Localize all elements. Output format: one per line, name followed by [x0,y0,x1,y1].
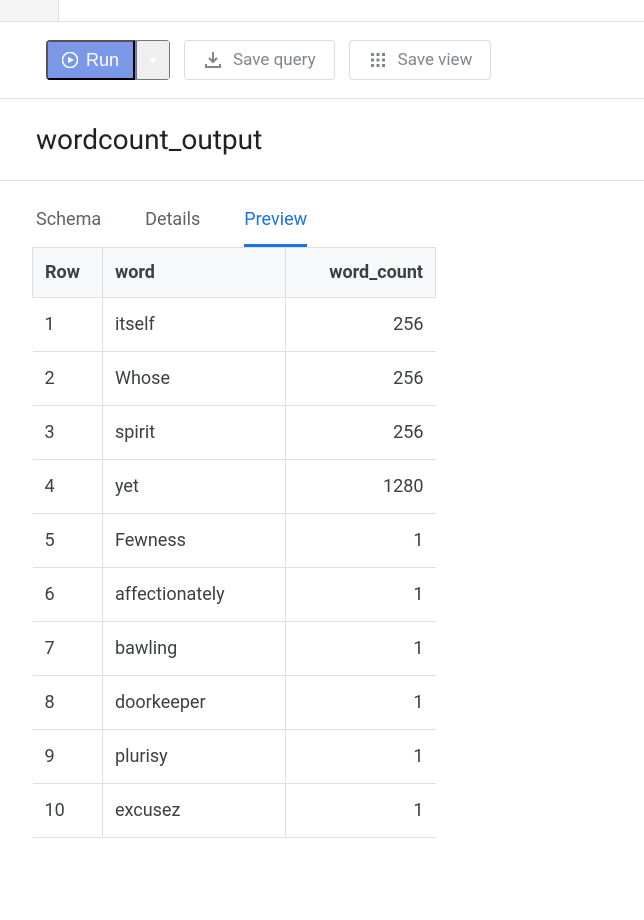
play-icon [62,52,78,68]
table-row: 3spirit256 [33,406,436,460]
page-title: wordcount_output [0,99,644,181]
cell-word-count: 1 [286,676,436,730]
table-body: 1itself2562Whose2563spirit2564yet12805Fe… [33,298,436,838]
table-row: 4yet1280 [33,460,436,514]
run-button-label: Run [86,50,119,71]
cell-row: 10 [33,784,103,838]
save-view-label: Save view [398,50,473,70]
cell-word: itself [103,298,286,352]
cell-word: plurisy [103,730,286,784]
cell-row: 6 [33,568,103,622]
cell-word-count: 256 [286,406,436,460]
cell-row: 1 [33,298,103,352]
cell-row: 5 [33,514,103,568]
table-row: 10excusez1 [33,784,436,838]
tab-preview[interactable]: Preview [244,209,307,247]
cell-word-count: 1 [286,730,436,784]
cell-word: Whose [103,352,286,406]
run-button-group: Run [46,40,170,80]
caret-down-icon [147,54,159,66]
table-row: 6affectionately1 [33,568,436,622]
run-button[interactable]: Run [46,40,135,80]
cell-row: 9 [33,730,103,784]
save-view-button[interactable]: Save view [349,40,492,80]
cell-row: 2 [33,352,103,406]
tabs: Schema Details Preview [0,181,644,247]
cell-word-count: 256 [286,352,436,406]
cell-word: doorkeeper [103,676,286,730]
table-row: 8doorkeeper1 [33,676,436,730]
table-row: 2Whose256 [33,352,436,406]
col-header-word: word [103,248,286,298]
cell-word: Fewness [103,514,286,568]
cell-row: 7 [33,622,103,676]
top-bar-fragment [0,0,644,22]
run-dropdown-button[interactable] [136,40,170,80]
cell-word-count: 1 [286,784,436,838]
cell-word-count: 1 [286,622,436,676]
cell-word-count: 1 [286,568,436,622]
tab-details[interactable]: Details [145,209,200,247]
table-row: 9plurisy1 [33,730,436,784]
col-header-word-count: word_count [286,248,436,298]
save-query-button[interactable]: Save query [184,40,335,80]
cell-row: 8 [33,676,103,730]
toolbar: Run Save query Save view [0,22,644,99]
cell-word: yet [103,460,286,514]
cell-word: bawling [103,622,286,676]
grid-icon [368,50,388,70]
cell-word-count: 1280 [286,460,436,514]
table-row: 5Fewness1 [33,514,436,568]
col-header-row: Row [33,248,103,298]
cell-word: spirit [103,406,286,460]
cell-word-count: 1 [286,514,436,568]
table-row: 1itself256 [33,298,436,352]
save-query-label: Save query [233,50,316,70]
cell-row: 4 [33,460,103,514]
cell-word: excusez [103,784,286,838]
download-icon [203,50,223,70]
table-row: 7bawling1 [33,622,436,676]
tab-schema[interactable]: Schema [36,209,101,247]
cell-word: affectionately [103,568,286,622]
preview-table: Row word word_count 1itself2562Whose2563… [32,247,436,838]
cell-row: 3 [33,406,103,460]
cell-word-count: 256 [286,298,436,352]
table-header-row: Row word word_count [33,248,436,298]
